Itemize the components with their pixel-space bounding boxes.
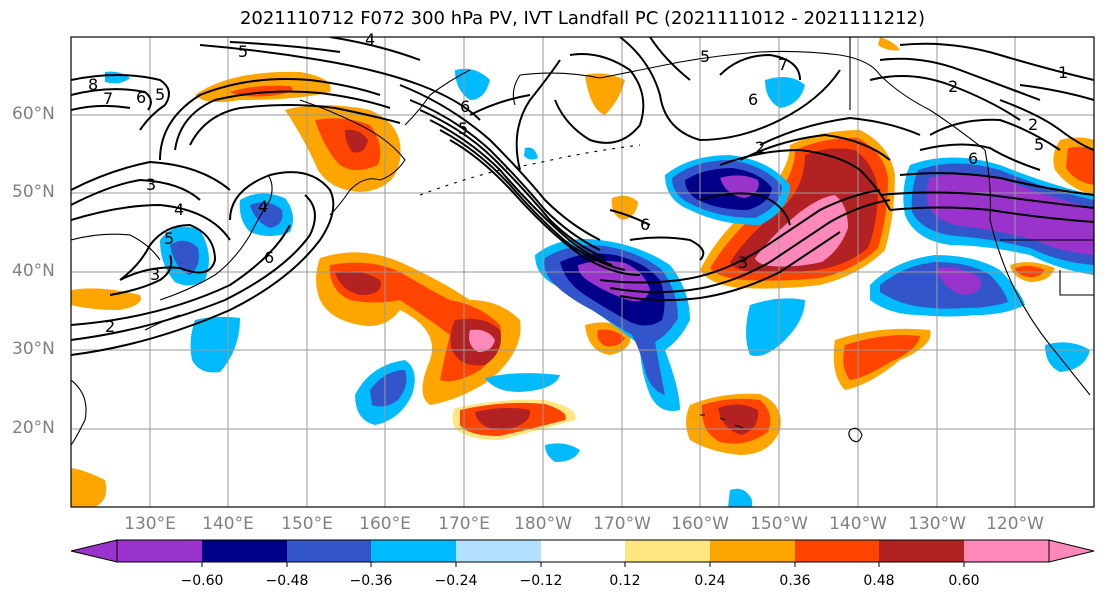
colorbar-swatch [795, 540, 879, 562]
colorbar-tick-label: 0.36 [779, 573, 811, 589]
lon-label: 140°W [829, 514, 887, 534]
contour-label: 8 [88, 75, 98, 94]
colorbar-swatch [964, 540, 1049, 562]
contour-labels: 5 4 8 7 6 5 6 5 7 6 5 2 1 2 6 3 4 5 6 2 … [88, 30, 1068, 336]
colorbar-tick-label: 0.48 [863, 573, 895, 589]
map-frame [70, 36, 1095, 508]
contour-label: 3 [738, 253, 748, 272]
contour-label: 6 [264, 248, 274, 267]
colorbar-swatch [710, 540, 795, 562]
contour-label: 2 [755, 138, 765, 157]
colorbar-tick-label: −0.60 [180, 573, 224, 589]
colorbar-swatch [117, 540, 202, 562]
contour-label: 5 [700, 47, 710, 66]
contour-label: 4 [365, 30, 375, 49]
colorbar-swatch [456, 540, 541, 562]
contour-label: 5 [1034, 135, 1044, 154]
colorbar [70, 539, 1095, 567]
colorbar-tick-label: 0.60 [948, 573, 980, 589]
map-title: 2021110712 F072 300 hPa PV, IVT Landfall… [239, 8, 926, 29]
contour-label: 1 [1058, 63, 1068, 82]
colorbar-extend-low [70, 539, 118, 563]
contour-label: 6 [136, 88, 146, 107]
contour-label: 4 [174, 200, 184, 219]
lon-label: 120°W [986, 514, 1044, 534]
lat-label: 40°N [12, 261, 55, 281]
lon-label: 180°W [514, 514, 572, 534]
lon-label: 150°W [750, 514, 808, 534]
contour-label: 6 [748, 90, 758, 109]
colorbar-tick-label: −0.12 [519, 573, 563, 589]
contour-label: 2 [948, 77, 958, 96]
colorbar-tick-label: −0.48 [265, 573, 309, 589]
contour-label: 5 [164, 229, 174, 248]
contour-label: 2 [105, 317, 115, 336]
contour-label: 5 [155, 85, 165, 104]
contour-label: 3 [150, 265, 160, 284]
contour-label: 4 [258, 197, 268, 216]
colorbar-swatch [541, 540, 625, 562]
colorbar-swatch [287, 540, 371, 562]
contour-label: 6 [460, 97, 470, 116]
colorbar-extend-high [1048, 539, 1095, 563]
lat-label: 60°N [12, 104, 55, 124]
colorbar-swatch [371, 540, 456, 562]
contour-label: 5 [238, 42, 248, 61]
lat-label: 50°N [12, 182, 55, 202]
pv-contours [71, 37, 1094, 356]
lat-label: 20°N [12, 418, 55, 438]
lon-label: 130°E [124, 514, 176, 534]
lon-label: 170°W [593, 514, 651, 534]
lon-label: 130°W [908, 514, 966, 534]
lon-label: 170°E [438, 514, 490, 534]
lon-label: 160°E [359, 514, 411, 534]
colorbar-tick-label: −0.24 [434, 573, 478, 589]
colorbar-tick-label: 0.24 [694, 573, 726, 589]
contour-label: 3 [146, 175, 156, 194]
lon-label: 140°E [202, 514, 254, 534]
contour-label: 6 [640, 215, 650, 234]
colorbar-swatch [625, 540, 710, 562]
contour-label: 6 [968, 149, 978, 168]
colorbar-tick-label: −0.36 [349, 573, 393, 589]
lon-label: 150°E [281, 514, 333, 534]
lat-label: 30°N [12, 339, 55, 359]
contour-label: 7 [778, 55, 788, 74]
lon-label: 160°W [671, 514, 729, 534]
colorbar-tick-label: 0.12 [609, 573, 641, 589]
contour-label: 5 [458, 119, 468, 138]
colorbar-swatch [202, 540, 287, 562]
contour-label: 7 [103, 89, 113, 108]
coastlines [71, 37, 1094, 446]
contour-label: 2 [1028, 115, 1038, 134]
colorbar-swatch [879, 540, 964, 562]
